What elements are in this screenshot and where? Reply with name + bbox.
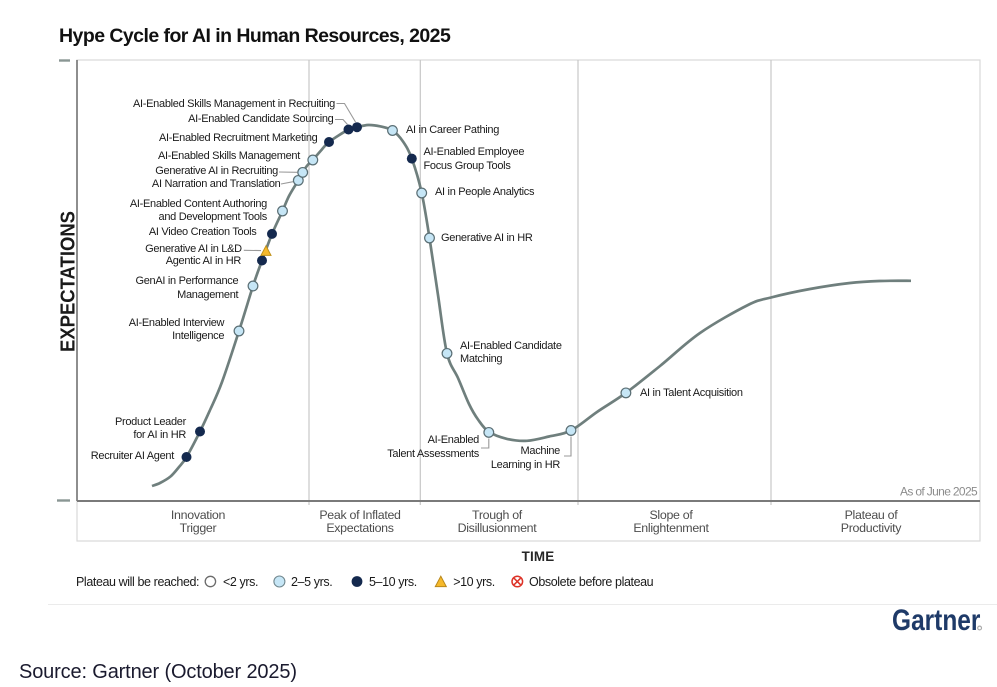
svg-text:TIME: TIME xyxy=(522,549,555,564)
svg-text:EXPECTATIONS: EXPECTATIONS xyxy=(57,211,79,352)
svg-text:As of June 2025: As of June 2025 xyxy=(900,484,978,498)
